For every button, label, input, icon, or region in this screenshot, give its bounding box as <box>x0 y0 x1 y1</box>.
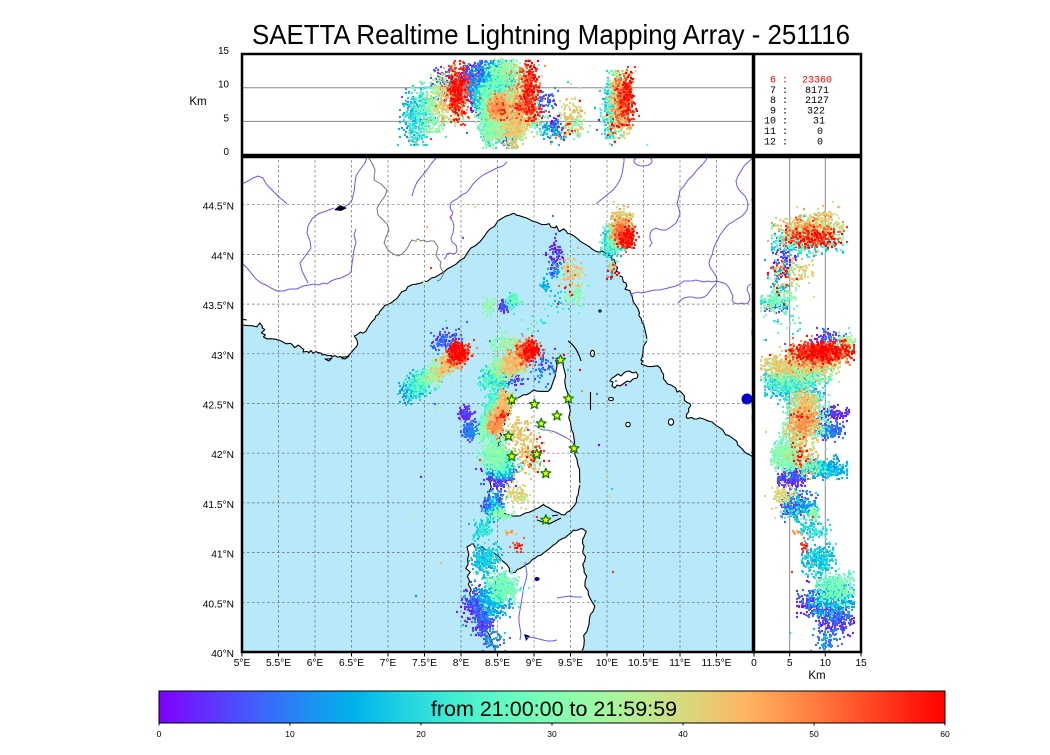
svg-text:60: 60 <box>940 729 950 739</box>
svg-text:7 :: 7 : <box>764 86 788 97</box>
svg-text:0: 0 <box>817 137 823 148</box>
svg-text:from 21:00:00 to 21:59:59: from 21:00:00 to 21:59:59 <box>431 697 677 721</box>
svg-text:10°E: 10°E <box>596 658 618 669</box>
svg-text:SAETTA Realtime Lightning Mapp: SAETTA Realtime Lightning Mapping Array … <box>252 19 850 50</box>
svg-text:9°E: 9°E <box>526 658 543 669</box>
svg-text:7°E: 7°E <box>380 658 397 669</box>
svg-text:30: 30 <box>547 729 557 739</box>
svg-text:8°E: 8°E <box>453 658 470 669</box>
svg-text:10: 10 <box>285 729 295 739</box>
svg-text:10 :: 10 : <box>764 117 788 128</box>
svg-text:0: 0 <box>817 127 823 138</box>
svg-text:23360: 23360 <box>802 76 832 87</box>
svg-text:43.5°N: 43.5°N <box>203 301 234 312</box>
svg-text:6.5°E: 6.5°E <box>339 658 364 669</box>
svg-text:20: 20 <box>416 729 426 739</box>
svg-text:11.5°E: 11.5°E <box>702 658 732 669</box>
svg-text:10: 10 <box>218 80 229 91</box>
svg-text:6°E: 6°E <box>307 658 324 669</box>
svg-text:41.5°N: 41.5°N <box>203 500 234 511</box>
svg-text:0: 0 <box>224 147 230 158</box>
svg-text:8 :: 8 : <box>764 96 788 107</box>
svg-text:41°N: 41°N <box>211 550 234 561</box>
svg-text:Km: Km <box>189 96 206 108</box>
svg-text:31: 31 <box>813 117 825 128</box>
svg-text:40°N: 40°N <box>211 649 234 660</box>
svg-text:0: 0 <box>157 729 162 739</box>
svg-text:7.5°E: 7.5°E <box>412 658 437 669</box>
svg-text:9 :: 9 : <box>764 106 788 117</box>
svg-text:6 :: 6 : <box>764 76 788 87</box>
svg-text:44°N: 44°N <box>211 251 234 262</box>
svg-text:40: 40 <box>678 729 688 739</box>
svg-text:15: 15 <box>855 658 867 669</box>
svg-text:2127: 2127 <box>805 96 829 107</box>
svg-text:5: 5 <box>224 113 230 124</box>
svg-text:10: 10 <box>820 658 832 669</box>
svg-text:5: 5 <box>787 658 793 669</box>
svg-text:12 :: 12 : <box>764 137 788 148</box>
svg-text:9.5°E: 9.5°E <box>558 658 583 669</box>
svg-text:43°N: 43°N <box>211 351 234 362</box>
svg-text:8.5°E: 8.5°E <box>485 658 510 669</box>
svg-text:5.5°E: 5.5°E <box>266 658 291 669</box>
svg-text:42°N: 42°N <box>211 450 234 461</box>
svg-text:Km: Km <box>808 670 825 682</box>
svg-text:50: 50 <box>809 729 819 739</box>
svg-text:44.5°N: 44.5°N <box>203 202 234 213</box>
svg-text:0: 0 <box>751 658 757 669</box>
svg-text:11 :: 11 : <box>764 127 788 138</box>
svg-text:11°E: 11°E <box>669 658 691 669</box>
svg-text:5°E: 5°E <box>234 658 251 669</box>
svg-text:8171: 8171 <box>805 86 829 97</box>
svg-text:40.5°N: 40.5°N <box>203 599 234 610</box>
svg-text:15: 15 <box>218 46 229 57</box>
svg-text:322: 322 <box>807 106 825 117</box>
svg-text:10.5°E: 10.5°E <box>628 658 659 669</box>
svg-text:42.5°N: 42.5°N <box>203 401 234 412</box>
